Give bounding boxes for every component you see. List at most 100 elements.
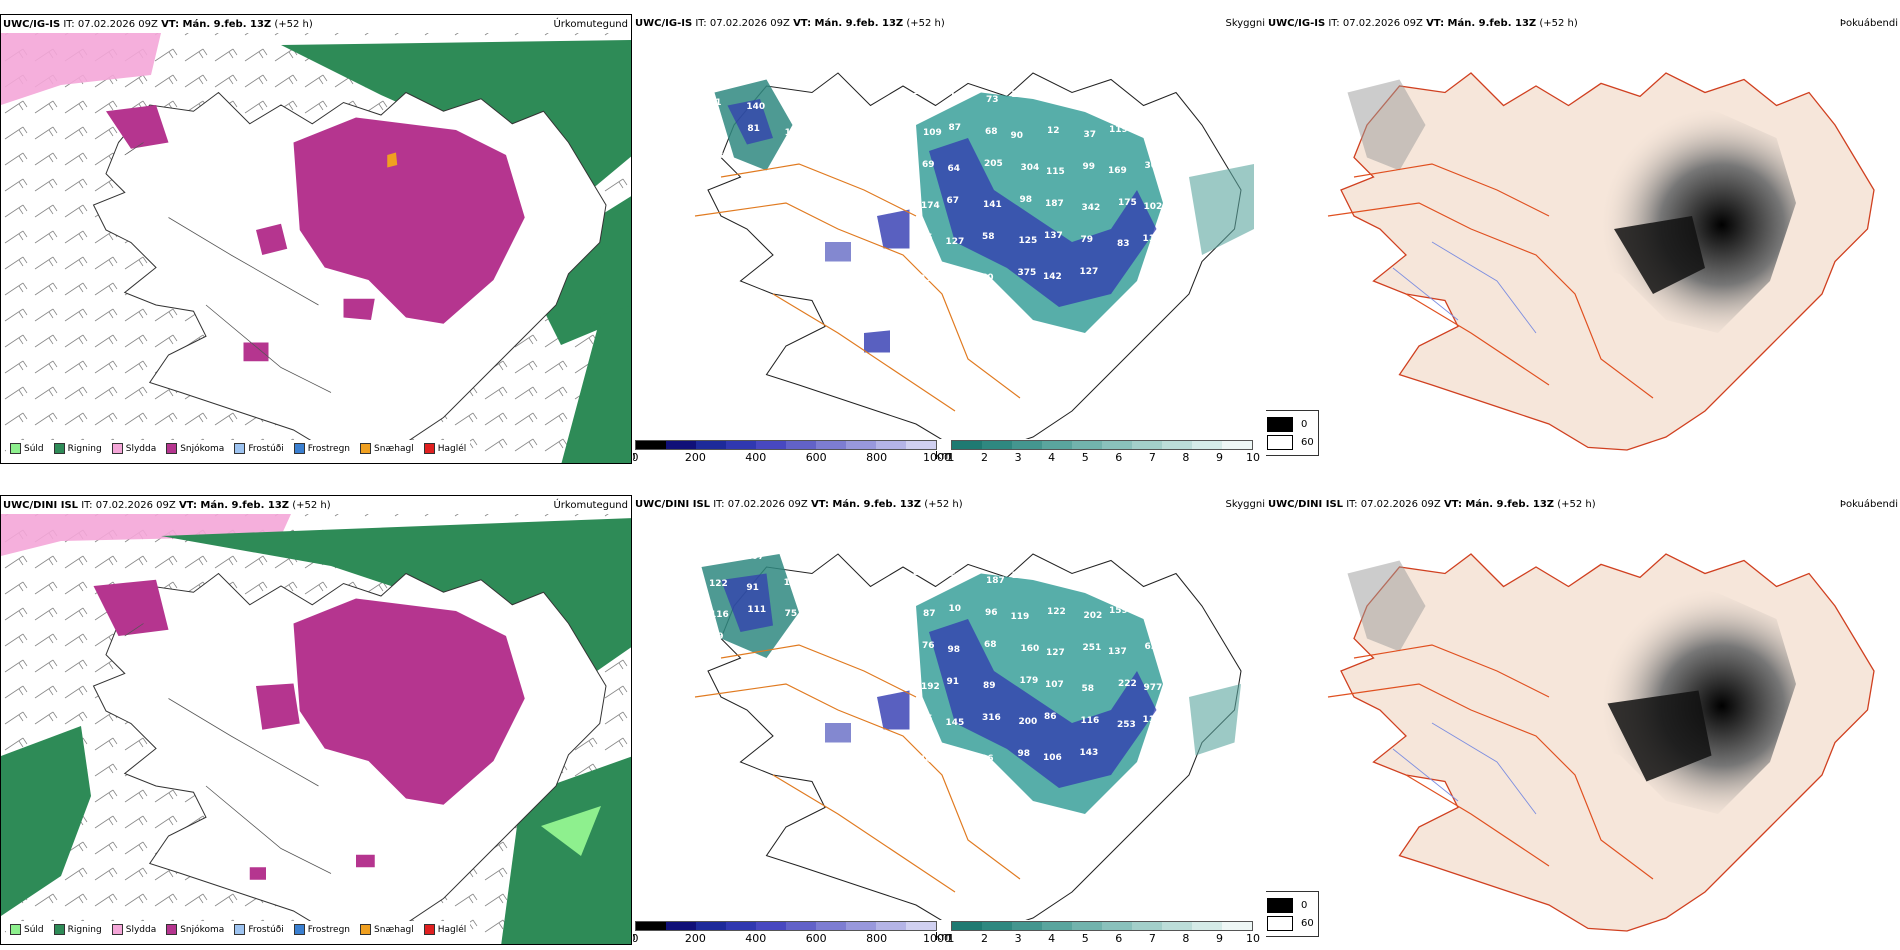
colorbar-tick: 9	[1215, 451, 1223, 464]
fog-legend-label: 60	[1301, 436, 1314, 448]
legend-label: Snæhagl	[374, 924, 414, 935]
colorbar-tick: 600	[805, 932, 827, 945]
colorbar-step	[726, 441, 756, 449]
colorbar-step	[636, 441, 666, 449]
peak-elevation-label: 96	[985, 608, 998, 618]
peak-elevation-label: 167	[1012, 571, 1031, 581]
peak-elevation-label: 127	[1046, 648, 1065, 658]
panel-header: UWC/IG-IS IT: 07.02.2026 09Z VT: Mán. 9.…	[635, 18, 945, 29]
colorbar-step	[696, 441, 726, 449]
colorbar-step	[876, 922, 906, 930]
legend-label: Súld	[24, 924, 44, 935]
legend-label: Haglél	[437, 443, 467, 454]
fog-map-panel-row1: UWC/IG-IS IT: 07.02.2026 09Z VT: Mán. 9.…	[1266, 14, 1900, 464]
peak-elevation-label: 64	[956, 269, 969, 279]
peak-elevation-label: 99	[710, 129, 723, 139]
visibility-colorbar: 1 2 3 4 5 6 7 8 9 10 km	[935, 440, 1260, 464]
peak-elevation-label: 212	[1048, 575, 1067, 585]
fog-map-panel-row2: UWC/DINI ISL IT: 07.02.2026 09Z VT: Mán.…	[1266, 495, 1900, 945]
colorbar-step	[666, 922, 696, 930]
colorbar-tick: 3	[1014, 451, 1022, 464]
legend-item: Haglél	[423, 443, 467, 454]
peak-elevation-label: 110	[1143, 234, 1162, 244]
peak-elevation-label: 122	[1047, 607, 1066, 617]
peak-elevation-label: 89	[983, 681, 996, 691]
legend-item: Frostregn	[293, 443, 350, 454]
colorbar-step	[1132, 922, 1162, 930]
legend-item: Slydda	[111, 443, 157, 454]
peak-elevation-label: 977	[1144, 683, 1163, 693]
peak-elevation-label: 96	[981, 754, 994, 764]
legend-label: Snjókoma	[180, 924, 225, 935]
peak-elevation-label: 251	[1083, 643, 1102, 653]
colorbar-tick: 5	[1081, 451, 1089, 464]
peak-elevation-label: 81	[747, 124, 760, 134]
colorbar-tick: 4	[1048, 932, 1056, 945]
legend-label: Frostregn	[307, 924, 351, 935]
legend-item: Snæhagl	[360, 924, 414, 935]
peak-elevation-label: 142	[1043, 272, 1062, 282]
peak-elevation-label: 83	[711, 151, 724, 161]
legend-item: Rigning	[53, 443, 102, 454]
legend-swatch	[53, 924, 65, 935]
legend-item: Frostúði	[234, 924, 284, 935]
colorbar-step	[756, 441, 786, 449]
colorbar-step	[1012, 922, 1042, 930]
colorbar-step	[1012, 441, 1042, 449]
panel-title: Úrkomutegund	[553, 19, 628, 30]
peak-elevation-label: 145	[946, 718, 965, 728]
peak-elevation-label: 85	[956, 750, 969, 760]
legend-label: Haglél	[437, 924, 467, 935]
peak-elevation-label: 98	[1020, 195, 1033, 205]
colorbar-step	[816, 441, 846, 449]
colorbar-tick: 200	[684, 451, 706, 464]
panel-title: Skyggni	[1225, 18, 1265, 29]
peak-elevation-label: 146	[783, 556, 802, 566]
colorbar-tick: 10	[1246, 451, 1260, 464]
legend-label: Rigning	[67, 443, 102, 454]
peak-elevation-label: 205	[984, 159, 1003, 169]
peak-elevation-label: 47	[1110, 93, 1123, 103]
peak-elevation-label: 106	[784, 97, 803, 107]
colorbar-step	[786, 441, 816, 449]
legend-label: Slydda	[125, 924, 157, 935]
fog-legend-label: 0	[1301, 899, 1308, 911]
panel-title: Skyggni	[1225, 499, 1265, 510]
peak-elevation-label: 449	[919, 755, 938, 765]
colorbar-tick: 0	[633, 451, 639, 464]
peak-elevation-label: 110	[1147, 88, 1166, 98]
colorbar-tick: 800	[866, 932, 888, 945]
legend-label: Frostúði	[248, 924, 284, 935]
peak-elevation-label: 303	[1145, 161, 1164, 171]
peak-elevation-label: 160	[1021, 644, 1040, 654]
colorbar-tick: 3	[1014, 932, 1022, 945]
colorbar-tick: 5	[1081, 932, 1089, 945]
peak-elevation-label: 52	[950, 572, 963, 582]
colorbar-tick: 1	[947, 451, 955, 464]
peak-elevation-label: 316	[982, 713, 1001, 723]
colorbar-step	[982, 441, 1012, 449]
legend-item: Frostregn	[293, 924, 351, 935]
legend-swatch	[10, 443, 21, 454]
peak-elevation-label: 125	[1019, 236, 1038, 246]
peak-elevation-label: 69	[922, 160, 935, 170]
peak-elevation-label: 76	[922, 641, 935, 651]
legend-item: Haglél	[423, 924, 467, 935]
peak-elevation-label: 90	[1011, 131, 1024, 141]
colorbar-tick: 2	[981, 451, 989, 464]
colorbar-step	[1192, 922, 1222, 930]
fog-legend: 0 60	[1266, 891, 1319, 937]
legend-label: Slydda	[125, 443, 157, 454]
panel-header: UWC/DINI ISL IT: 07.02.2026 09Z VT: Mán.…	[635, 499, 963, 510]
precip-map-panel-row2: UWC/DINI ISL IT: 07.02.2026 09Z VT: Mán.…	[0, 495, 632, 945]
peak-elevation-label: 79	[711, 632, 724, 642]
peak-elevation-label: 99	[1083, 162, 1096, 172]
colorbar-tick: 1	[947, 932, 955, 945]
peak-elevation-label: 116	[1081, 716, 1100, 726]
peak-elevation-label: 87	[923, 609, 936, 619]
colorbar-step	[1072, 922, 1102, 930]
peak-elevation-label: 146	[1085, 570, 1104, 580]
peak-elevation-label: 174	[921, 201, 940, 211]
peak-elevation-label: 85	[920, 714, 933, 724]
fog-legend-item: 0	[1267, 415, 1314, 433]
